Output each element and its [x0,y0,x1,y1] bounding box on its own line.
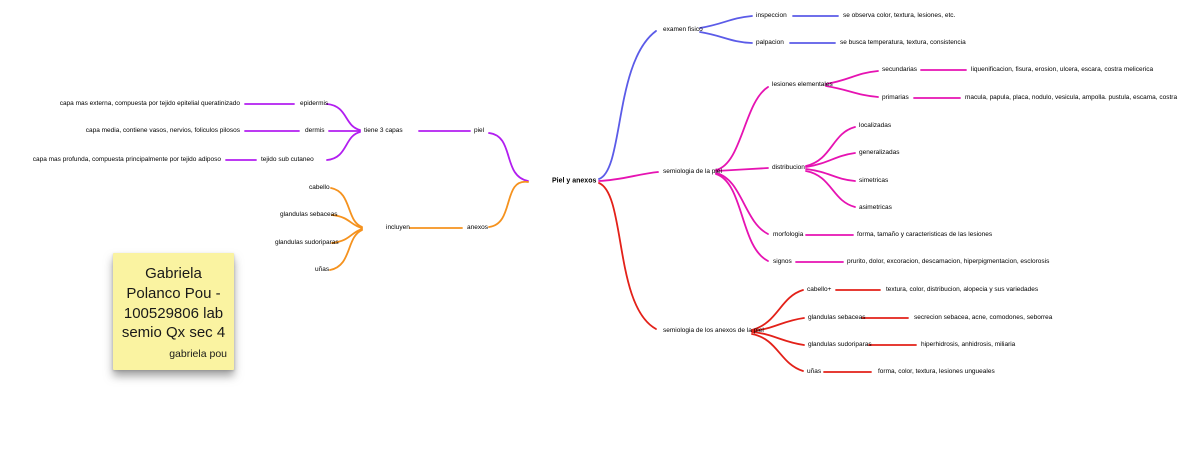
node-piel-y-anexos[interactable]: Piel y anexos [552,177,597,185]
node-palpacion[interactable]: palpacion [756,38,784,46]
node-semiologia-anexos[interactable]: semiologia de los anexos de la piel [663,326,764,334]
node-localizadas[interactable]: localizadas [859,121,892,129]
node-anexos[interactable]: anexos [467,223,488,231]
sticky-note[interactable]: Gabriela Polanco Pou - 100529806 lab sem… [113,253,234,370]
node-secundarias[interactable]: secundarias [882,65,918,73]
node-distribucion[interactable]: distribucion [772,163,805,171]
desc-tejido-sub-cutaneo[interactable]: capa mas profunda, compuesta principalme… [32,155,221,163]
node-lesiones-elementales[interactable]: lesiones elementales [772,80,833,88]
desc-morfologia[interactable]: forma, tamaño y caracteristicas de las l… [857,230,993,238]
node-simetricas[interactable]: simetricas [859,176,889,184]
node-cabello-plus[interactable]: cabello+ [807,285,832,293]
desc-palpacion[interactable]: se busca temperatura, textura, consisten… [840,38,966,46]
node-inspeccion[interactable]: inspeccion [756,11,787,19]
desc-epidermis[interactable]: capa mas externa, compuesta por tejido e… [59,99,240,107]
sticky-note-text: Gabriela Polanco Pou - 100529806 lab sem… [121,265,226,342]
examen-branch-connectors [598,15,839,180]
node-incluyen[interactable]: incluyen [386,223,410,231]
anexos-branch-connectors [329,181,529,271]
node-tiene-3-capas[interactable]: tiene 3 capas [364,126,403,134]
node-asimetricas[interactable]: asimetricas [859,203,892,211]
desc-signos[interactable]: prurito, dolor, excoracion, descamacion,… [847,257,1050,265]
node-cabello[interactable]: cabello [309,183,330,191]
desc-secundarias[interactable]: liquenificacion, fisura, erosion, ulcera… [971,65,1154,73]
node-piel[interactable]: piel [474,126,485,134]
node-epidermis[interactable]: epidermis [300,99,329,107]
desc-primarias[interactable]: macula, papula, placa, nodulo, vesicula,… [965,93,1178,101]
desc-cabello-plus[interactable]: textura, color, distribucion, alopecia y… [886,285,1039,293]
semiologia-piel-connectors [598,69,967,263]
desc-unas-anexos[interactable]: forma, color, textura, lesiones ungueale… [878,367,995,375]
node-morfologia[interactable]: morfologia [773,230,804,238]
semiologia-anexos-connectors [598,182,917,373]
node-glandulas-sudoriparas[interactable]: glandulas sudoriparas [275,238,339,246]
desc-inspeccion[interactable]: se observa color, textura, lesiones, etc… [843,11,956,19]
node-glandulas-sebaceas[interactable]: glandulas sebaceas [280,210,338,218]
desc-glandulas-sudoriparas-anexos[interactable]: hiperhidrosis, anhidrosis, miliaria [921,340,1016,348]
node-semiologia-de-la-piel[interactable]: semiologia de la piel [663,167,722,175]
desc-dermis[interactable]: capa media, contiene vasos, nervios, fol… [85,126,240,134]
desc-glandulas-sebaceas-anexos[interactable]: secrecion sebacea, acne, comodones, sebo… [914,313,1053,321]
node-examen-fisico[interactable]: examen fisico [663,25,703,33]
node-unas[interactable]: uñas [315,265,330,273]
node-tejido-sub-cutaneo[interactable]: tejido sub cutaneo [261,155,314,163]
node-signos[interactable]: signos [773,257,792,265]
node-primarias[interactable]: primarias [882,93,909,101]
sticky-note-signature: gabriela pou [169,348,227,360]
node-dermis[interactable]: dermis [305,126,325,134]
node-generalizadas[interactable]: generalizadas [859,148,900,156]
node-glandulas-sebaceas-anexos[interactable]: glandulas sebaceas [808,313,866,321]
node-glandulas-sudoriparas-anexos[interactable]: glandulas sudoriparas [808,340,872,348]
node-unas-anexos[interactable]: uñas [807,367,822,375]
piel-branch-connectors [225,103,529,182]
